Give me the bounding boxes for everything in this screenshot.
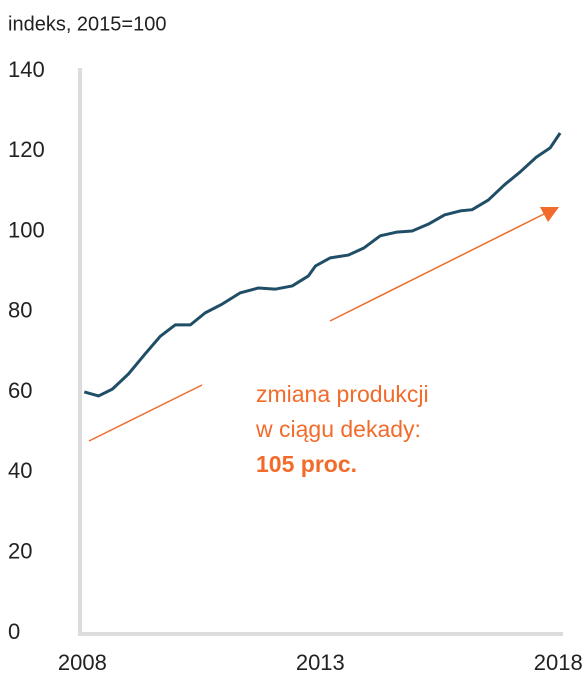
trend-line: [88, 384, 203, 442]
y-tick-label: 100: [8, 217, 45, 242]
y-tick-label: 0: [8, 619, 20, 644]
trend-arrow: [329, 211, 549, 322]
y-tick-label: 120: [8, 137, 45, 162]
y-tick-label: 60: [8, 378, 32, 403]
x-tick-label: 2013: [296, 650, 345, 675]
y-tick-label: 40: [8, 458, 32, 483]
y-axis-label: indeks, 2015=100: [8, 13, 166, 35]
y-tick-label: 80: [8, 298, 32, 323]
y-tick-label: 20: [8, 539, 32, 564]
x-tick-label: 2018: [534, 650, 583, 675]
y-tick-label: 140: [8, 57, 45, 82]
x-tick-label: 2008: [58, 650, 107, 675]
arrow-head: [540, 207, 559, 222]
data-line: [83, 132, 562, 398]
annotation: zmiana produkcji: [256, 381, 429, 407]
annotation: 105 proc.: [256, 451, 357, 477]
annotation: w ciągu dekady:: [255, 416, 421, 442]
